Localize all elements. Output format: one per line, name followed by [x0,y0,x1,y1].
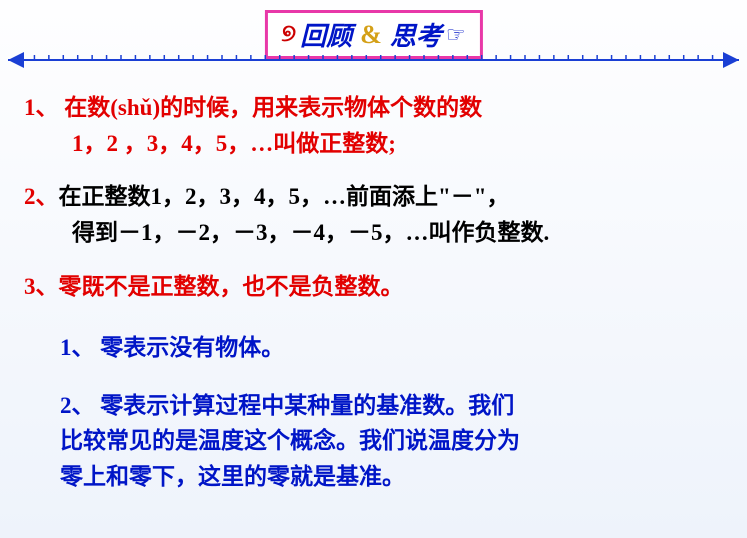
point-1: 1、 在数(shǔ)的时候，用来表示物体个数的数 1，2 ，3，4，5，…叫做正… [24,90,723,161]
point-3: 3、零既不是正整数，也不是负整数。 [24,269,723,305]
number-line [0,50,747,70]
point-2-text1: 在正整数1，2，3，4，5，…前面添上"－"， [59,184,510,209]
title-think: 思考 [390,16,442,53]
point-2: 2、在正整数1，2，3，4，5，…前面添上"－"， 得到－1，－2，－3，－4，… [24,179,723,250]
sub-point-1: 1、 零表示没有物体。 [60,330,723,366]
point-2-number: 2、 [24,184,59,209]
content-area: 1、 在数(shǔ)的时候，用来表示物体个数的数 1，2 ，3，4，5，…叫做正… [24,90,723,495]
pointing-hand-icon: ☞ [446,22,466,48]
sub-items: 1、 零表示没有物体。 2、 零表示计算过程中某种量的基准数。我们 比较常见的是… [24,330,723,495]
title-review: 回顾 [300,16,352,53]
sub-2-line1: 2、 零表示计算过程中某种量的基准数。我们 [60,388,723,424]
point-1-line1: 1、 在数(shǔ)的时候，用来表示物体个数的数 [24,90,723,126]
point-2-line2: 得到－1，－2，－3，－4，－5，…叫作负整数. [24,215,723,251]
snail-icon: ୭ [281,21,296,48]
sub-point-2: 2、 零表示计算过程中某种量的基准数。我们 比较常见的是温度这个概念。我们说温度… [60,388,723,495]
title-ampersand: & [360,20,382,50]
sub-2-line3: 零上和零下，这里的零就是基准。 [60,459,723,495]
sub-2-line2: 比较常见的是温度这个概念。我们说温度分为 [60,423,723,459]
point-1-line2: 1，2 ，3，4，5，…叫做正整数; [24,126,723,162]
